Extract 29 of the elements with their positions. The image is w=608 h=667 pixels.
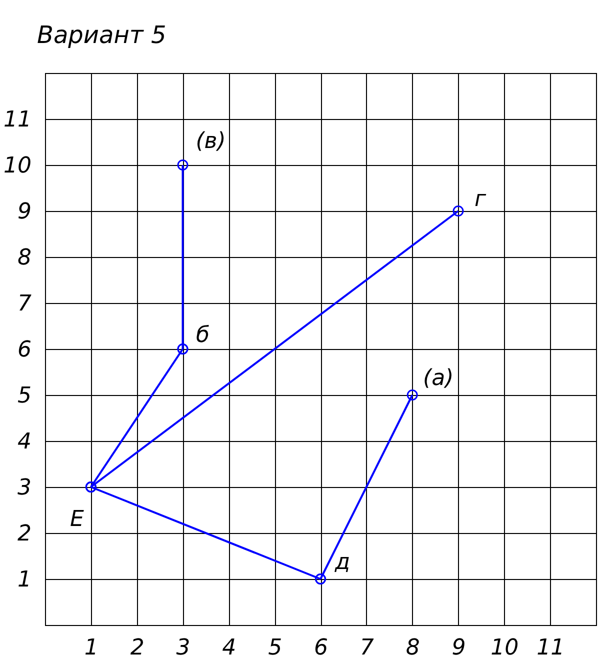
chart-title: Вариант 5 (37, 21, 166, 49)
annotation: (а) (423, 366, 454, 391)
y-tick-label: 1 (18, 568, 32, 592)
annotation: г (474, 187, 486, 212)
x-tick-label: 10 (490, 636, 519, 660)
y-tick-label: 2 (18, 522, 32, 546)
x-tick-label: 4 (222, 636, 236, 660)
y-tick-label: 11 (4, 108, 32, 132)
x-tick-label: 5 (268, 636, 282, 660)
y-tick-label: 7 (18, 292, 32, 316)
y-tick-label: 5 (18, 384, 32, 408)
x-tick-label: 11 (536, 636, 565, 660)
y-tick-label: 10 (4, 154, 32, 178)
x-tick-label: 3 (176, 636, 190, 660)
x-tick-label: 6 (314, 636, 328, 660)
x-tick-label: 8 (406, 636, 420, 660)
y-tick-label: 3 (18, 476, 32, 500)
annotation: д (334, 550, 350, 575)
x-tick-label: 1 (84, 636, 98, 660)
x-tick-label: 2 (130, 636, 144, 660)
x-tick-label: 7 (360, 636, 374, 660)
x-tick-label: 9 (452, 636, 466, 660)
y-tick-label: 9 (18, 200, 32, 224)
y-tick-label: 4 (18, 430, 32, 454)
y-tick-label: 8 (18, 246, 32, 270)
annotation: E (70, 507, 84, 532)
y-tick-label: 6 (18, 338, 32, 362)
annotation: б (196, 323, 210, 348)
annotation: (в) (196, 129, 226, 154)
